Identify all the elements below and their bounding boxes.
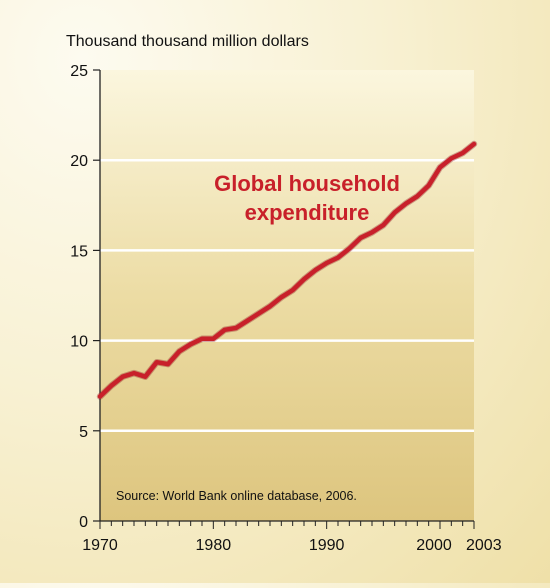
source-note: Source: World Bank online database, 2006… [116,489,357,503]
y-tick-label-0: 0 [79,514,88,531]
y-tick-label-5: 5 [79,424,88,441]
series-annotation-line-2: expenditure [245,200,370,225]
y-tick-label-10: 10 [70,334,88,351]
x-tick-label-1980: 1980 [196,537,232,554]
x-tick-label-1970: 1970 [82,537,118,554]
y-axis-label: Thousand thousand million dollars [66,33,309,50]
y-tick-label-20: 20 [70,153,88,170]
x-tick-label-1990: 1990 [309,537,345,554]
y-tick-label-15: 15 [70,243,88,260]
x-tick-label-2000: 2000 [416,537,452,554]
series-line-0 [97,141,477,399]
y-tick-label-25: 25 [70,63,88,80]
series-annotation-line-1: Global household [214,171,400,196]
x-tick-label-2003: 2003 [466,537,502,554]
